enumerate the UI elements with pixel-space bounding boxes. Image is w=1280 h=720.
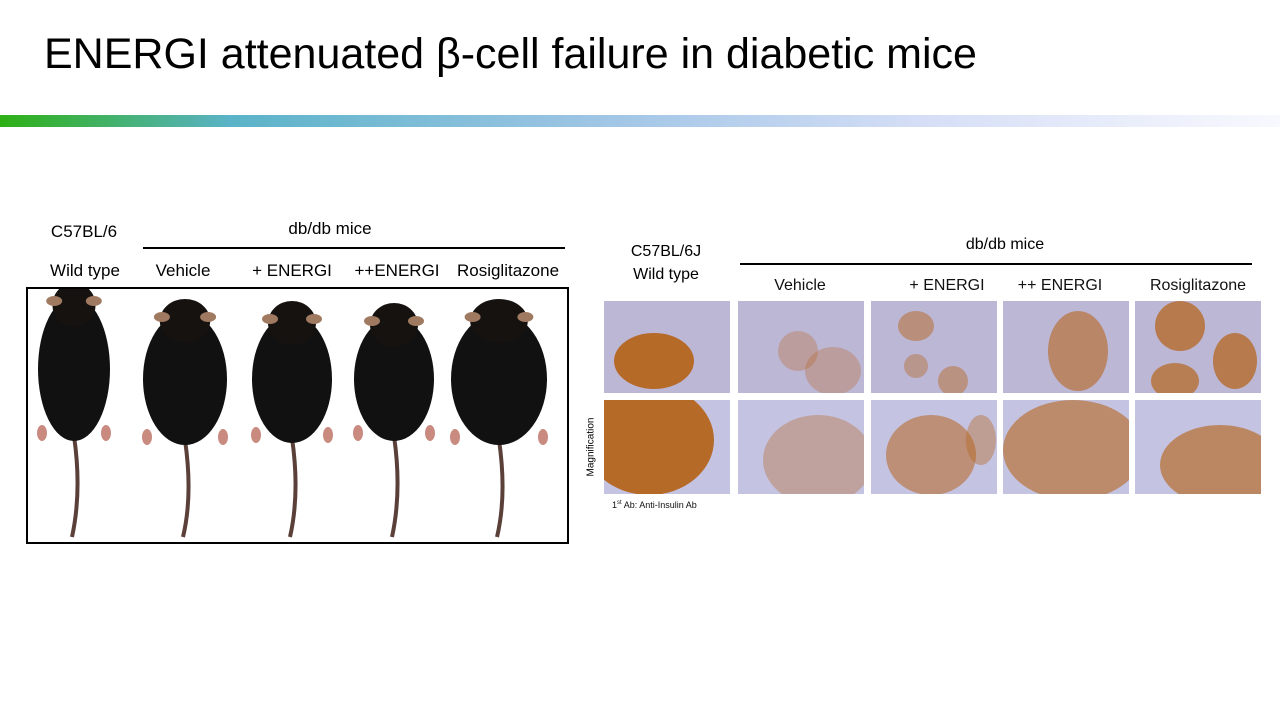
histology-panel-overview-3 — [1003, 301, 1129, 393]
right-col-rosiglitazone: Rosiglitazone — [1149, 277, 1247, 294]
mice-photo — [26, 283, 569, 544]
insulin-stain-region — [1155, 301, 1205, 351]
mice-illustration — [37, 283, 548, 538]
histology-panel-magnified-2 — [871, 400, 997, 494]
insulin-stain-region — [1213, 333, 1257, 389]
histology-panel-overview-1 — [738, 301, 864, 393]
insulin-stain-region — [1003, 400, 1129, 494]
right-strain-sub: Wild type — [633, 266, 699, 283]
caption-text: Ab: Anti-Insulin Ab — [621, 500, 697, 510]
slide-title: ENERGI attenuated β-cell failure in diab… — [44, 30, 977, 78]
mouse-energi — [251, 301, 333, 538]
antibody-caption: 1st Ab: Anti-Insulin Ab — [612, 500, 697, 510]
left-col-vehicle: Vehicle — [155, 261, 211, 280]
histology-panel-magnified-3 — [1003, 400, 1129, 494]
insulin-stain-region — [1048, 311, 1108, 391]
left-col-energi-high: ++ENERGI — [354, 261, 440, 280]
mouse-rosiglitazone — [450, 299, 548, 538]
histology-panel-magnified-1 — [738, 400, 864, 494]
left-group-line — [143, 247, 565, 249]
insulin-stain-region — [966, 415, 996, 465]
histology-panel-overview-0 — [604, 301, 730, 393]
right-strain-label: C57BL/6J — [630, 243, 702, 260]
insulin-stain-region — [763, 415, 864, 494]
insulin-stain-region — [805, 347, 861, 393]
insulin-stain-region — [604, 400, 714, 494]
insulin-stain-region — [1151, 363, 1199, 393]
right-col-energi-high: ++ ENERGI — [1017, 277, 1103, 294]
caption-number: 1 — [612, 500, 618, 510]
insulin-stain-region — [778, 331, 818, 371]
gradient-divider — [0, 115, 1280, 127]
insulin-stain-region — [904, 354, 928, 378]
insulin-stain-region — [898, 311, 934, 341]
right-col-energi: + ENERGI — [909, 277, 985, 294]
insulin-stain-region — [614, 333, 694, 389]
left-strain-label: C57BL/6 — [50, 222, 118, 241]
left-col-energi: + ENERGI — [252, 261, 332, 280]
right-group-label: db/db mice — [965, 236, 1045, 253]
mouse-vehicle — [142, 299, 228, 538]
insulin-stain-region — [886, 415, 976, 494]
insulin-stain-region — [1160, 425, 1261, 494]
magnification-row-label: Magnification — [585, 417, 597, 477]
mouse-wild-type — [37, 283, 111, 538]
left-col-wild-type: Wild type — [50, 261, 120, 280]
histology-panel-magnified-4 — [1135, 400, 1261, 494]
caption-sup: st — [617, 500, 622, 506]
histology-panel-magnified-0 — [604, 400, 730, 494]
left-col-rosiglitazone: Rosiglitazone — [456, 261, 560, 280]
right-col-vehicle: Vehicle — [774, 277, 826, 294]
right-group-line — [740, 263, 1252, 265]
histology-panel-overview-2 — [871, 301, 997, 393]
insulin-stain-region — [938, 366, 968, 393]
histology-panel-overview-4 — [1135, 301, 1261, 393]
mouse-energi-high — [353, 303, 435, 538]
left-group-label: db/db mice — [288, 219, 372, 238]
